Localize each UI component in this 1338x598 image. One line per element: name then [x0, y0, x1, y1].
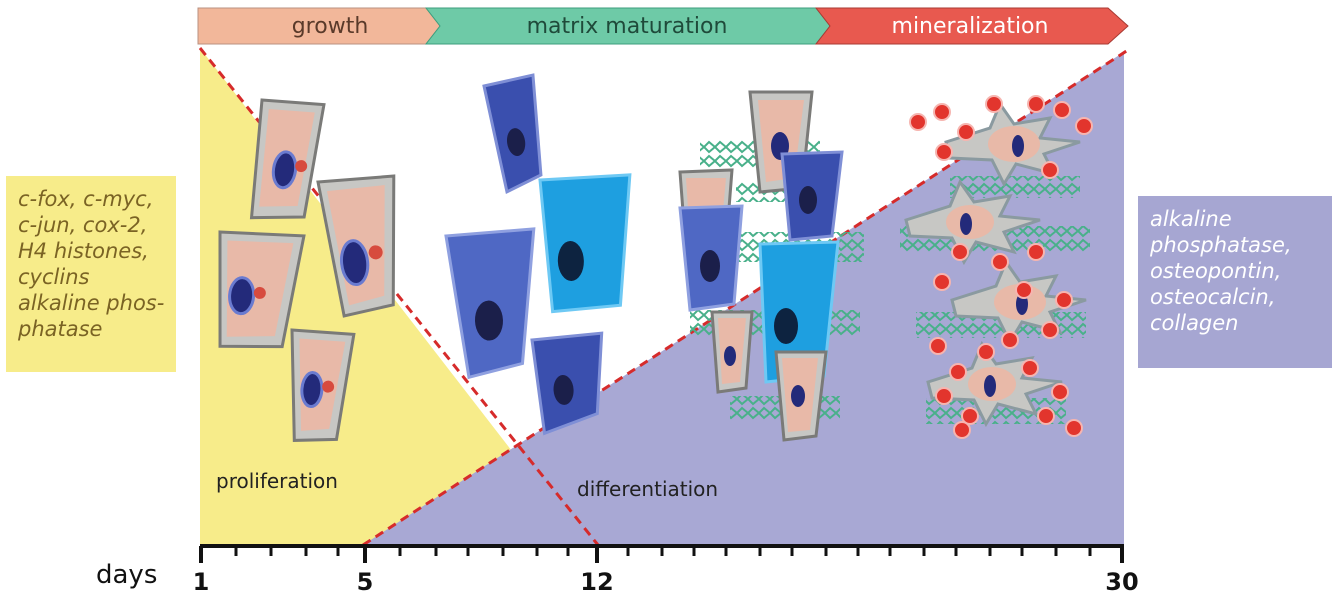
mineral-sphere-icon — [985, 95, 1003, 113]
proliferation-label: proliferation — [216, 469, 338, 493]
mineral-sphere-icon — [961, 407, 979, 425]
blue-cell-icon — [482, 73, 543, 195]
mineral-sphere-icon — [1037, 407, 1055, 425]
mineral-sphere-icon — [1001, 331, 1019, 349]
tick-label: 30 — [1105, 568, 1138, 596]
collagen-matrix-band — [950, 176, 1080, 198]
preosteoblast-cell-icon — [316, 174, 396, 318]
mineral-sphere-icon — [957, 123, 975, 141]
mineral-sphere-icon — [1053, 101, 1071, 119]
mineral-sphere-icon — [933, 103, 951, 121]
osteocyte-icon — [904, 178, 1041, 266]
osteocyte-cells — [900, 95, 1093, 439]
mineral-sphere-icon — [929, 337, 947, 355]
mineral-sphere-icon — [1075, 117, 1093, 135]
matrix-producing-cells — [678, 90, 864, 442]
mineral-sphere-icon — [951, 243, 969, 261]
preosteoblast-cells — [218, 98, 396, 442]
gene-line: c-fox, c-myc, — [18, 187, 154, 211]
tick-label: 1 — [193, 568, 210, 596]
gene-line: collagen — [1150, 311, 1239, 335]
preosteoblast-cell-icon — [249, 98, 326, 220]
mineral-sphere-icon — [953, 421, 971, 439]
mineral-sphere-icon — [933, 273, 951, 291]
phase-label-growth: growth — [292, 14, 369, 39]
gene-line: H4 histones, — [18, 239, 149, 263]
mineral-sphere-icon — [935, 387, 953, 405]
mineral-sphere-icon — [1041, 321, 1059, 339]
mineral-sphere-icon — [949, 363, 967, 381]
mineral-sphere-icon — [909, 113, 927, 131]
mineral-sphere-icon — [1051, 383, 1069, 401]
days-axis: 1 5 12 30 — [193, 544, 1139, 596]
mineral-sphere-icon — [935, 143, 953, 161]
mineral-sphere-icon — [1027, 243, 1045, 261]
gene-line: cyclins — [18, 265, 90, 289]
mineral-sphere-icon — [1021, 359, 1039, 377]
phase-arrow-mineralization — [814, 7, 1129, 45]
osteoblast-cells — [444, 73, 632, 436]
preosteoblast-cell-icon — [290, 328, 356, 442]
blue-cell-icon — [444, 227, 536, 380]
gene-line: osteopontin, — [1150, 259, 1282, 283]
mineral-sphere-icon — [991, 253, 1009, 271]
mineral-sphere-icon — [1027, 95, 1045, 113]
tick-label: 12 — [580, 568, 613, 596]
gene-line: alkaline phos- — [18, 291, 165, 315]
days-axis-label: days — [96, 560, 158, 590]
gene-line: alkaline — [1150, 207, 1232, 231]
phase-label-matrix-maturation: matrix maturation — [527, 14, 728, 39]
cell-with-matrix-icon — [780, 150, 844, 242]
phase-label-mineralization: mineralization — [892, 14, 1049, 39]
cell-with-matrix-icon — [710, 310, 754, 394]
mineral-sphere-icon — [1041, 161, 1059, 179]
differentiation-genes-box: alkaline phosphatase, osteopontin, osteo… — [1138, 196, 1332, 368]
gene-line: c-jun, cox-2, — [18, 213, 148, 237]
minor-ticks — [234, 546, 1092, 556]
gene-line: osteocalcin, — [1150, 285, 1276, 309]
preosteoblast-cell-icon — [218, 230, 306, 349]
blue-cell-icon — [530, 331, 604, 436]
differentiation-rise-line — [362, 48, 1129, 547]
mineral-sphere-icon — [1065, 419, 1083, 437]
bright-blue-cell-icon — [538, 173, 632, 314]
mineral-sphere-icon — [1055, 291, 1073, 309]
cell-with-matrix-icon — [758, 240, 840, 384]
mineral-sphere-icon — [1015, 281, 1033, 299]
cell-with-matrix-icon — [774, 350, 828, 442]
gene-line: phosphatase, — [1150, 233, 1292, 257]
differentiation-label: differentiation — [577, 477, 718, 501]
mineral-deposits — [909, 95, 1093, 439]
tick-label: 5 — [357, 568, 374, 596]
mineral-sphere-icon — [977, 343, 995, 361]
cell-with-matrix-icon — [678, 204, 744, 312]
proliferation-genes-box: c-fox, c-myc, c-jun, cox-2, H4 histones,… — [6, 176, 176, 372]
gene-line: phatase — [18, 317, 103, 341]
